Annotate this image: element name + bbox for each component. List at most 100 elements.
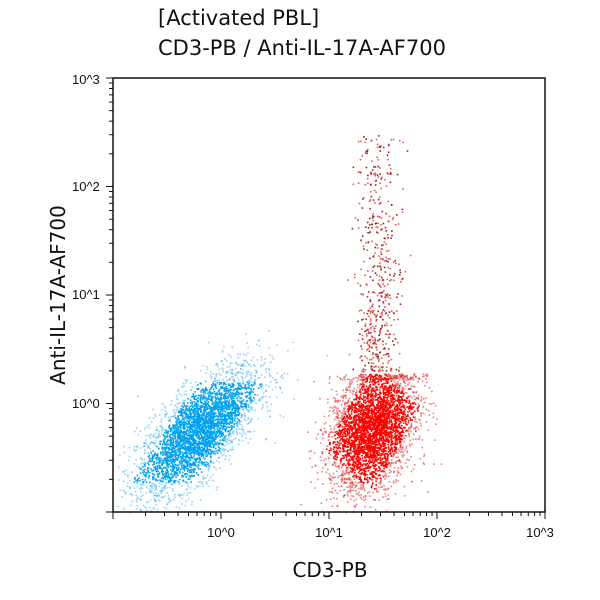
data-point xyxy=(194,424,196,427)
data-point xyxy=(237,353,239,355)
data-point xyxy=(181,421,184,424)
data-point xyxy=(212,466,215,468)
data-point xyxy=(228,426,231,429)
data-point xyxy=(151,487,153,489)
data-point xyxy=(398,400,400,402)
data-point xyxy=(220,381,223,384)
data-point xyxy=(184,469,186,472)
data-point xyxy=(210,392,213,395)
data-point xyxy=(349,427,352,429)
data-point xyxy=(382,461,385,463)
data-point xyxy=(219,414,222,416)
data-point xyxy=(368,437,370,440)
data-point xyxy=(138,467,140,469)
data-point xyxy=(225,390,227,392)
data-point xyxy=(331,487,334,490)
data-point xyxy=(172,431,174,434)
data-point xyxy=(201,423,203,425)
data-point xyxy=(175,445,178,448)
data-point xyxy=(342,397,344,399)
data-point xyxy=(248,397,250,400)
data-point xyxy=(207,401,210,403)
data-point xyxy=(179,450,181,452)
data-point xyxy=(387,396,390,398)
data-point xyxy=(380,454,382,457)
data-point xyxy=(153,463,155,465)
data-point xyxy=(214,386,217,388)
data-point xyxy=(148,475,150,478)
data-point xyxy=(247,404,249,406)
data-point xyxy=(382,391,385,393)
data-point xyxy=(179,495,181,498)
data-point xyxy=(225,404,228,406)
data-point xyxy=(175,479,177,482)
data-point xyxy=(237,410,240,412)
data-point xyxy=(265,438,268,440)
data-point xyxy=(226,396,229,398)
data-point xyxy=(423,455,425,458)
data-point xyxy=(178,434,180,436)
data-point xyxy=(164,454,167,456)
data-point xyxy=(192,434,195,436)
data-point xyxy=(230,392,233,395)
data-point xyxy=(224,429,226,431)
data-point xyxy=(178,429,181,431)
data-point xyxy=(190,405,192,407)
data-point xyxy=(178,460,181,463)
data-point xyxy=(156,445,158,448)
data-point xyxy=(405,445,408,447)
data-point xyxy=(361,377,363,379)
data-point xyxy=(188,475,191,477)
data-point xyxy=(335,409,338,412)
data-point xyxy=(247,423,249,425)
data-point xyxy=(398,414,401,417)
data-point xyxy=(200,369,202,372)
data-point xyxy=(250,387,252,390)
data-point xyxy=(197,429,199,432)
data-point xyxy=(170,472,173,475)
data-point xyxy=(364,406,366,408)
data-point xyxy=(257,394,259,397)
data-point xyxy=(350,417,353,420)
data-point xyxy=(207,462,210,465)
data-point xyxy=(152,433,155,436)
data-point xyxy=(177,456,180,459)
data-point xyxy=(228,383,230,385)
data-point xyxy=(228,393,231,395)
data-point xyxy=(166,503,169,506)
data-point xyxy=(346,416,348,418)
data-point xyxy=(225,376,228,378)
data-point xyxy=(160,477,163,480)
data-point xyxy=(353,457,355,459)
data-point xyxy=(396,377,398,379)
data-point xyxy=(348,386,351,389)
data-point xyxy=(213,440,215,443)
data-point xyxy=(195,429,197,432)
data-point xyxy=(150,510,152,512)
data-point xyxy=(223,401,225,403)
data-point xyxy=(136,474,139,477)
data-point xyxy=(356,464,359,466)
data-point xyxy=(221,349,224,352)
data-point xyxy=(212,406,214,409)
data-point xyxy=(262,404,264,406)
data-point xyxy=(225,386,228,388)
data-point xyxy=(184,365,187,368)
data-point xyxy=(348,404,351,407)
data-point xyxy=(394,384,396,387)
data-point xyxy=(229,429,232,432)
data-point xyxy=(217,410,220,413)
data-point xyxy=(234,401,236,403)
data-point xyxy=(227,439,229,441)
data-point xyxy=(216,452,219,454)
data-point xyxy=(190,409,192,411)
data-point xyxy=(205,413,208,415)
data-point xyxy=(191,421,194,424)
data-point xyxy=(237,399,239,402)
data-point xyxy=(214,377,216,380)
data-point xyxy=(218,391,221,394)
data-point xyxy=(186,481,189,484)
data-point xyxy=(206,441,208,443)
data-point xyxy=(184,432,186,434)
data-point xyxy=(236,407,238,410)
